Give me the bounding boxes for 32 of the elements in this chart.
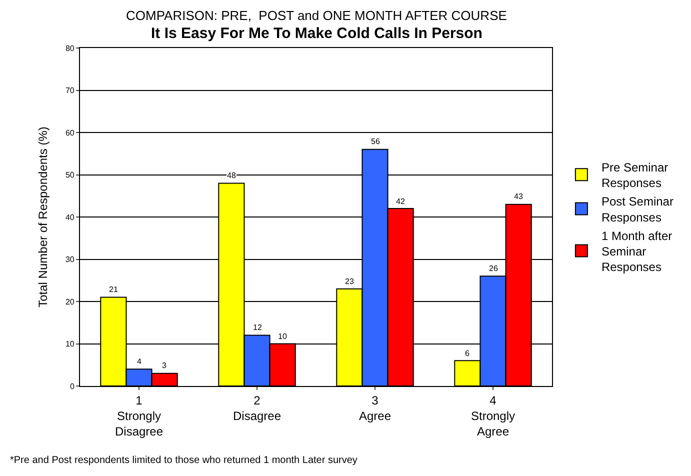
data-label: 4 xyxy=(137,357,142,366)
data-label: 56 xyxy=(371,137,380,146)
x-tick-label: 4 Strongly Agree xyxy=(470,393,516,439)
legend-label: Post Seminar Responses xyxy=(601,194,674,224)
y-tick-label: 0 xyxy=(70,382,75,391)
y-tick-label: 70 xyxy=(65,86,75,96)
y-tick-label: 10 xyxy=(65,340,75,349)
data-label: 48 xyxy=(227,171,236,180)
x-tick-label: 3 Agree xyxy=(358,393,392,423)
data-label: 3 xyxy=(162,361,167,370)
y-tick-label: 60 xyxy=(65,128,75,138)
y-tick-label: 80 xyxy=(65,44,75,53)
chart-subtitle: It Is Easy For Me To Make Cold Calls In Person xyxy=(151,25,482,42)
y-tick-label: 20 xyxy=(65,297,75,306)
chart-title: COMPARISON: PRE, POST and ONE MONTH AFTER COURSE xyxy=(126,8,508,23)
data-label: 10 xyxy=(278,332,288,341)
y-tick-label: 50 xyxy=(65,170,75,180)
y-tick-label: 30 xyxy=(65,255,75,264)
y-axis-title: Total Number of Respondents (%) xyxy=(36,126,50,308)
data-label: 21 xyxy=(109,285,118,294)
text: *Pre and Post respondents limited to those who returned 1 month Later survey xyxy=(10,455,358,466)
x-tick-label: 1 Strongly Disagree xyxy=(114,393,164,439)
data-label: 43 xyxy=(514,192,524,201)
data-label: 12 xyxy=(253,323,262,332)
data-label: 26 xyxy=(489,264,498,273)
legend-label: 1 Month after Seminar Responses xyxy=(601,228,672,274)
data-label: 6 xyxy=(465,349,470,358)
legend-label: Pre Seminar Responses xyxy=(601,160,668,190)
y-tick-label: 40 xyxy=(65,212,75,222)
data-label: 42 xyxy=(396,197,406,206)
data-label: 23 xyxy=(345,277,354,286)
x-tick-label: 2 Disagree xyxy=(232,393,282,423)
